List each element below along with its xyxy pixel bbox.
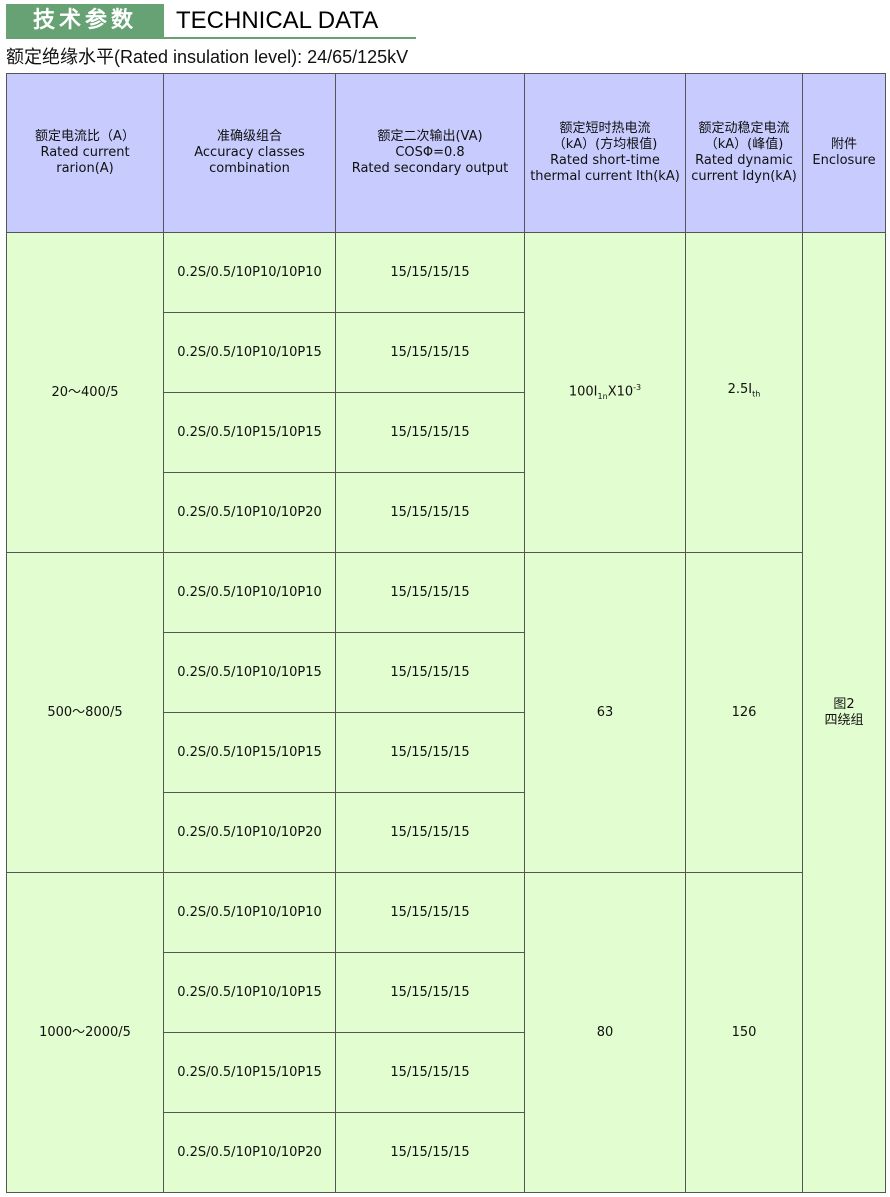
column-header: 额定电流比（A） Rated current rarion(A): [6, 73, 164, 233]
table-row: 1000～2000/5 0.2S/0.5/10P10/10P10 15/15/15/…: [6, 872, 886, 1193]
accuracy-class: 0.2S/0.5/10P15/10P15: [163, 392, 336, 473]
table-row: 0.2S/0.5/10P10/10P15 15/15/15/15: [7, 632, 886, 713]
column-header: 额定动稳定电流 （kA）(峰值) Rated dynamic current Idyn…: [685, 73, 803, 233]
column-header-line: 额定电流比（A）: [35, 129, 135, 144]
accuracy-class: 0.2S/0.5/10P10/10P20: [163, 1112, 336, 1193]
formula-part: X10: [607, 384, 634, 400]
column-header-line: thermal current Ith(kA): [530, 169, 680, 184]
title-cn: 技术参数: [6, 4, 164, 38]
accuracy-class: 0.2S/0.5/10P10/10P15: [163, 632, 336, 713]
accuracy-class: 0.2S/0.5/10P10/10P20: [163, 472, 336, 553]
formula-part: -3: [633, 383, 642, 393]
accuracy-class: 0.2S/0.5/10P15/10P15: [163, 1032, 336, 1113]
column-header-line: 额定二次输出(VA): [377, 129, 483, 144]
column-header-line: 附件: [830, 137, 857, 152]
secondary-output: 15/15/15/15: [335, 312, 525, 393]
formula-part: th: [752, 389, 761, 399]
table-row: 0.2S/0.5/10P10/10P20 15/15/15/15: [7, 1112, 886, 1193]
thermal-current: 63: [524, 552, 686, 873]
table-row: 500～800/5 0.2S/0.5/10P10/10P10 15/15/15/15…: [6, 552, 886, 873]
column-header-line: 额定动稳定电流: [698, 121, 790, 136]
table-row: 0.2S/0.5/10P10/10P15 15/15/15/15: [7, 952, 886, 1033]
rated-current-ratio: 500～800/5: [6, 552, 164, 873]
secondary-output: 15/15/15/15: [335, 552, 525, 633]
header-row: 额定电流比（A） Rated current rarion(A) 准确级组合 Accur…: [6, 73, 886, 233]
enclosure-line: 四绕组: [824, 712, 864, 728]
column-header-line: Rated short-time: [550, 153, 660, 168]
thermal-current: 100I1nX10-3: [524, 232, 686, 553]
formula-part: 1n: [597, 391, 608, 401]
column-header-line: current Idyn(kA): [691, 169, 797, 184]
column-header: 附件 Enclosure: [802, 73, 886, 233]
column-header-line: Enclosure: [812, 153, 876, 168]
secondary-output: 15/15/15/15: [335, 712, 525, 793]
column-header-line: 额定短时热电流: [559, 121, 651, 136]
insulation-level: 额定绝缘水平(Rated insulation level): 24/65/12…: [6, 47, 409, 67]
title-underline: [6, 37, 416, 39]
dynamic-current: 150: [685, 872, 803, 1193]
title-en: TECHNICAL DATA: [176, 7, 379, 34]
column-header-line: （kA）(峰值): [704, 137, 784, 152]
column-header-line: combination: [209, 161, 290, 176]
secondary-output: 15/15/15/15: [335, 632, 525, 713]
secondary-output: 15/15/15/15: [335, 232, 525, 313]
column-header: 额定短时热电流 （kA）(方均根值) Rated short-time thermal…: [524, 73, 686, 233]
enclosure-line: 图2: [833, 696, 855, 712]
table-row: 0.2S/0.5/10P15/10P15 15/15/15/15: [7, 392, 886, 473]
accuracy-class: 0.2S/0.5/10P10/10P10: [163, 552, 336, 633]
column-header-line: 准确级组合: [216, 129, 282, 144]
accuracy-class: 0.2S/0.5/10P10/10P10: [163, 232, 336, 313]
table-row: 0.2S/0.5/10P10/10P15 15/15/15/15: [7, 312, 886, 393]
column-header-line: Rated current: [40, 145, 130, 160]
accuracy-class: 0.2S/0.5/10P10/10P15: [163, 952, 336, 1033]
column-header-line: COSΦ=0.8: [395, 145, 465, 160]
secondary-output: 15/15/15/15: [335, 1032, 525, 1113]
rated-current-ratio: 1000～2000/5: [6, 872, 164, 1193]
accuracy-class: 0.2S/0.5/10P10/10P20: [163, 792, 336, 873]
accuracy-class: 0.2S/0.5/10P15/10P15: [163, 712, 336, 793]
column-header-line: rarion(A): [56, 161, 114, 176]
thermal-current: 80: [524, 872, 686, 1193]
accuracy-class: 0.2S/0.5/10P10/10P15: [163, 312, 336, 393]
column-header-line: Rated dynamic: [695, 153, 793, 168]
dynamic-current: 2.5Ith: [685, 232, 803, 553]
dynamic-current: 126: [685, 552, 803, 873]
accuracy-class: 0.2S/0.5/10P10/10P10: [163, 872, 336, 953]
secondary-output: 15/15/15/15: [335, 952, 525, 1033]
secondary-output: 15/15/15/15: [335, 1112, 525, 1193]
technical-data-table: 额定电流比（A） Rated current rarion(A) 准确级组合 Accur…: [6, 73, 886, 1193]
column-header-line: （kA）(方均根值): [552, 137, 658, 152]
secondary-output: 15/15/15/15: [335, 872, 525, 953]
secondary-output: 15/15/15/15: [335, 792, 525, 873]
secondary-output: 15/15/15/15: [335, 392, 525, 473]
column-header: 准确级组合 Accuracy classes combination: [163, 73, 336, 233]
formula-part: 2.5I: [727, 382, 753, 398]
rated-current-ratio: 20～400/5: [6, 232, 164, 553]
column-header-line: Rated secondary output: [351, 161, 509, 176]
column-header: 额定二次输出(VA) COSΦ=0.8 Rated secondary output: [335, 73, 525, 233]
column-header-line: Accuracy classes: [194, 145, 305, 160]
table-row: 0.2S/0.5/10P10/10P20 15/15/15/15: [7, 472, 886, 553]
table-row: 0.2S/0.5/10P10/10P20 15/15/15/15: [7, 792, 886, 873]
formula-part: 100I: [568, 384, 598, 400]
table-row: 20～400/5 0.2S/0.5/10P10/10P10 15/15/15/15 1…: [6, 232, 886, 1193]
table-row: 0.2S/0.5/10P15/10P15 15/15/15/15: [7, 1032, 886, 1113]
secondary-output: 15/15/15/15: [335, 472, 525, 553]
table-row: 0.2S/0.5/10P15/10P15 15/15/15/15: [7, 712, 886, 793]
enclosure: 图2 四绕组: [802, 232, 886, 1193]
